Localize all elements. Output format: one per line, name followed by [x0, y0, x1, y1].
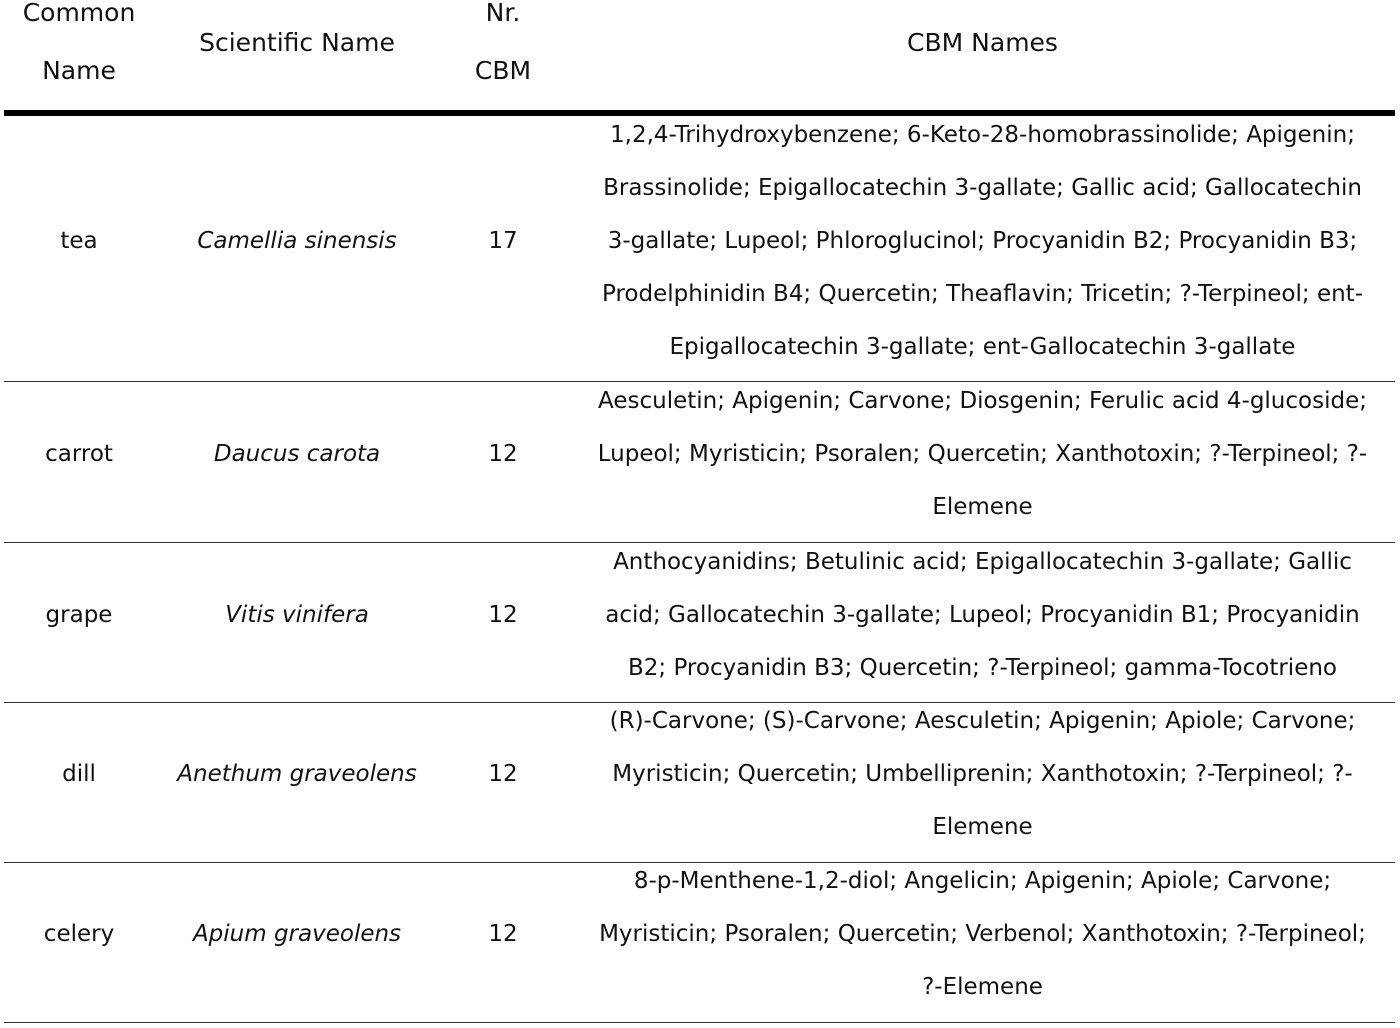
common-name-cell: grape	[45, 602, 113, 628]
header-common-name: Common Name	[0, 0, 158, 112]
header-divider	[4, 110, 1395, 116]
table-row: dill Anethum graveolens 12 (R)-Carvone; …	[0, 694, 1400, 854]
header-nr-cbm: Nr. CBM	[436, 0, 570, 112]
row-divider	[4, 381, 1395, 382]
table-row: carrot Daucus carota 12 Aesculetin; Apig…	[0, 374, 1400, 534]
table-row: tea Camellia sinensis 17 1,2,4-Trihydrox…	[0, 108, 1400, 374]
row-divider	[4, 702, 1395, 703]
table-row: grape Vitis vinifera 12 Anthocyanidins; …	[0, 535, 1400, 695]
common-name-cell: dill	[62, 761, 96, 787]
cbm-names-cell: Aesculetin; Apigenin; Carvone; Diosgenin…	[597, 387, 1368, 520]
header-cbm-names-text: CBM Names	[907, 28, 1058, 57]
header-common-name-line1: Common	[22, 0, 136, 27]
cbm-names-cell: 1,2,4-Trihydroxybenzene; 6-Keto-28-homob…	[601, 121, 1363, 360]
cbm-count-cell: 12	[488, 761, 518, 787]
scientific-name-cell: Apium graveolens	[192, 921, 402, 947]
header-scientific-name: Scientific Name	[158, 0, 436, 112]
row-divider	[4, 862, 1395, 863]
cbm-names-cell: Anthocyanidins; Betulinic acid; Epigallo…	[605, 548, 1360, 681]
cbm-names-cell: (R)-Carvone; (S)-Carvone; Aesculetin; Ap…	[609, 707, 1356, 840]
header-cbm-names: CBM Names	[570, 0, 1395, 112]
scientific-name-cell: Anethum graveolens	[177, 761, 417, 787]
header-nr-cbm-line2: CBM	[474, 56, 532, 85]
scientific-name-cell: Daucus carota	[213, 441, 381, 467]
table-header: Common Name Scientific Name Nr. CBM CBM …	[0, 0, 1400, 112]
header-nr-cbm-line1: Nr.	[485, 0, 521, 27]
scientific-name-cell: Vitis vinifera	[225, 602, 369, 628]
common-name-cell: celery	[43, 921, 115, 947]
row-divider	[4, 542, 1395, 543]
header-scientific-name-text: Scientific Name	[199, 28, 395, 57]
header-common-name-line2: Name	[42, 56, 116, 85]
common-name-cell: tea	[60, 228, 98, 254]
cbm-count-cell: 17	[488, 228, 518, 254]
cbm-count-cell: 12	[488, 441, 518, 467]
cbm-names-cell: 8-p-Menthene-1,2-diol; Angelicin; Apigen…	[599, 867, 1366, 1000]
scientific-name-cell: Camellia sinensis	[197, 228, 397, 254]
cbm-count-cell: 12	[488, 602, 518, 628]
cbm-count-cell: 12	[488, 921, 518, 947]
common-name-cell: carrot	[45, 441, 113, 467]
table-row: celery Apium graveolens 12 8-p-Menthene-…	[0, 854, 1400, 1014]
row-divider	[4, 1022, 1395, 1023]
